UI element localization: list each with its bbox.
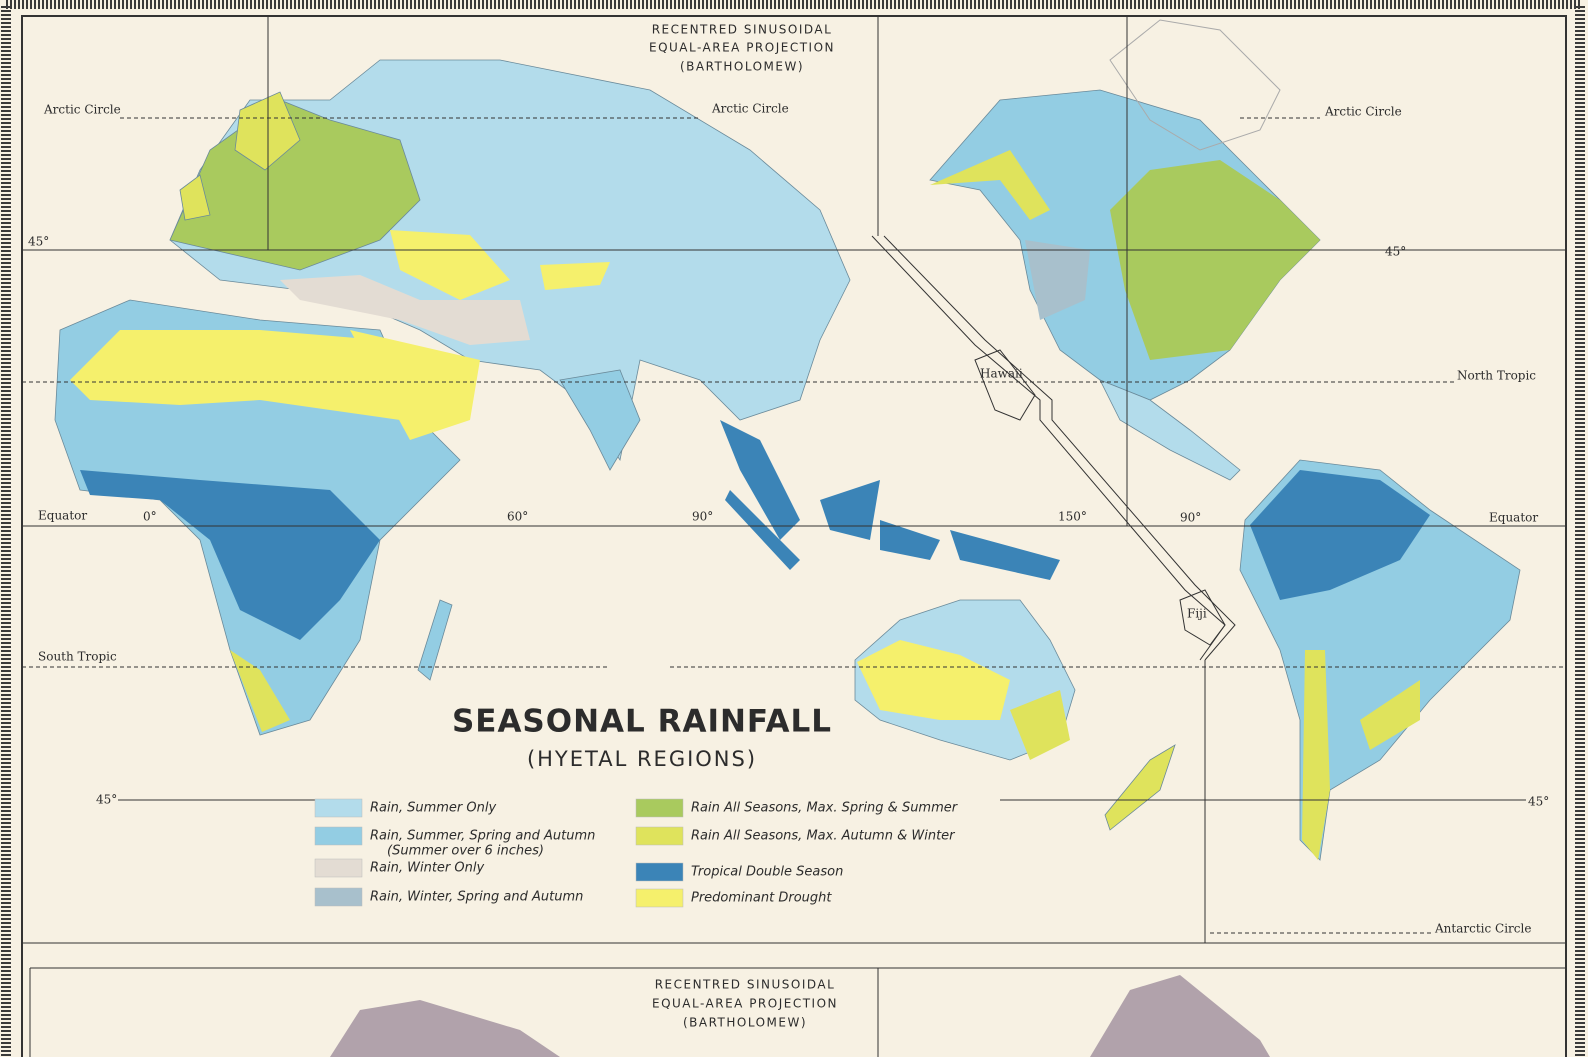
map-label: 60°	[507, 510, 528, 524]
madagascar	[417, 599, 453, 681]
central-america	[1099, 379, 1241, 481]
map-label: Arctic Circle	[1324, 105, 1402, 119]
australia-drought	[857, 640, 1010, 720]
map-label: Fiji	[1187, 607, 1207, 621]
legend-label: Rain All Seasons, Max. Autumn & Winter	[691, 829, 956, 844]
na-west	[1025, 240, 1090, 320]
legend-note: (Summer over 6 inches)	[387, 844, 544, 859]
legend-swatch	[635, 862, 684, 882]
fiji-box	[1179, 589, 1226, 646]
lower-land	[330, 975, 1270, 1057]
new-zealand	[1104, 744, 1176, 831]
legend-label: Predominant Drought	[691, 891, 832, 906]
scandinavia	[179, 91, 301, 221]
asia-drought	[390, 230, 610, 300]
greenland	[1109, 19, 1281, 151]
projection-note: (BARTHOLOMEW)	[683, 1016, 807, 1030]
legend-swatch	[314, 798, 363, 818]
hawaii-box	[974, 349, 1036, 421]
map-label: 90°	[692, 510, 713, 524]
graticule	[22, 16, 1566, 1057]
projection-note: RECENTRED SINUSOIDAL	[652, 23, 833, 37]
legend-label: Rain All Seasons, Max. Spring & Summer	[691, 801, 959, 816]
map-title: SEASONAL RAINFALL	[452, 704, 832, 740]
legend-label: Rain, Winter, Spring and Autumn	[370, 890, 583, 905]
legend-label: Tropical Double Season	[691, 865, 843, 880]
australia-se	[1010, 690, 1070, 760]
alaska-coast	[930, 150, 1050, 220]
frame-inner	[21, 15, 1567, 1057]
amazon	[1250, 470, 1430, 600]
sahara	[70, 330, 480, 440]
legend-swatch	[314, 858, 363, 878]
map-label: 45°	[28, 235, 49, 249]
map-label: South Tropic	[38, 650, 117, 664]
legend-swatch	[314, 887, 363, 907]
legend-swatch	[314, 826, 363, 846]
india	[559, 369, 641, 471]
legend-swatch	[635, 888, 684, 908]
legend-swatch	[635, 798, 684, 818]
africa-tropical	[80, 470, 380, 640]
sa-yellow	[1302, 650, 1420, 860]
map-labels: Arctic Circle Arctic Circle Arctic Circle 4…	[28, 102, 1549, 936]
map-label: 45°	[96, 793, 117, 807]
map-label: Equator	[1489, 511, 1538, 525]
cape	[230, 650, 290, 732]
mideast-winter	[280, 275, 530, 345]
land	[54, 19, 1521, 861]
map-label: 45°	[1385, 245, 1406, 259]
europe	[169, 99, 421, 271]
map-label: 45°	[1528, 795, 1549, 809]
map-label: Arctic Circle	[711, 102, 789, 116]
na-east	[1110, 160, 1320, 360]
legend-label: Rain, Summer, Spring and Autumn	[370, 829, 595, 844]
map-label: Arctic Circle	[43, 103, 121, 117]
map-label: 0°	[143, 510, 157, 524]
legend-label: Rain, Summer Only	[370, 801, 496, 816]
projection-note: EQUAL-AREA PROJECTION	[652, 997, 838, 1011]
map-label: 90°	[1180, 511, 1201, 525]
legend: Rain, Summer Only Rain, Summer, Spring an…	[314, 798, 959, 908]
projection-note: RECENTRED SINUSOIDAL	[655, 978, 836, 992]
projection-note: EQUAL-AREA PROJECTION	[649, 41, 835, 55]
map-label: North Tropic	[1457, 369, 1536, 383]
projection-note: (BARTHOLOMEW)	[680, 60, 804, 74]
map-subtitle: (HYETAL REGIONS)	[527, 747, 757, 771]
map-label: Antarctic Circle	[1434, 922, 1531, 936]
se-asia	[720, 420, 1060, 580]
map-label: 150°	[1058, 510, 1087, 524]
legend-label: Rain, Winter Only	[370, 861, 484, 876]
map-label: Hawaii	[980, 367, 1023, 381]
legend-swatch	[635, 826, 684, 846]
map-label: Equator	[38, 509, 87, 523]
